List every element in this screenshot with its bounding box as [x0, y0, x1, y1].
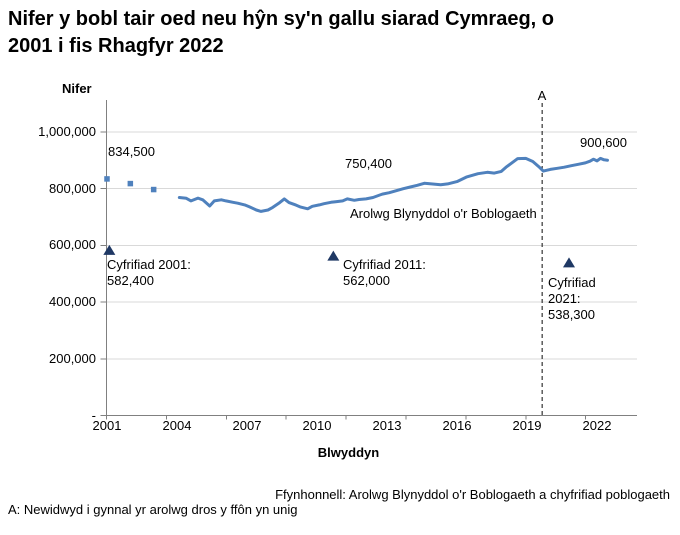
x-tick-label-2004: 2004	[162, 418, 192, 433]
x-axis-title: Blwyddyn	[317, 445, 380, 460]
aps-series-label: Arolwg Blynyddol o'r Boblogaeth	[350, 206, 537, 221]
y-tick-label-0: 1,000,000	[38, 124, 96, 139]
x-tick-label-2019: 2019	[512, 418, 542, 433]
annotation-mid-aps-value: 750,400	[345, 156, 392, 171]
axes	[100, 100, 637, 420]
y-axis-title: Nifer	[62, 81, 92, 96]
page-title-line2: 2001 i fis Rhagfyr 2022	[8, 35, 224, 57]
census-2001-label: Cyfrifiad 2001: 582,400	[107, 257, 191, 288]
census-2011-label: Cyfrifiad 2011: 562,000	[343, 257, 426, 288]
x-tick-label-2016: 2016	[442, 418, 472, 433]
page-title: Nifer y bobl tair oed neu hŷn sy'n gallu…	[8, 6, 663, 60]
census-2021-label: Cyfrifiad 2021: 538,300	[548, 275, 596, 322]
annotation-last-aps-value: 900,600	[580, 135, 627, 150]
x-tick-label-2013: 2013	[372, 418, 402, 433]
y-tick-label-5: -	[91, 407, 96, 423]
aps-line-series	[177, 156, 609, 213]
y-tick-label-4: 200,000	[49, 350, 96, 366]
x-tick-label-2007: 2007	[232, 418, 262, 433]
y-tick-label-1: 800,000	[49, 180, 96, 196]
footnote-a: A: Newidwyd i gynnal yr arolwg dros y ff…	[8, 502, 298, 517]
early-year-markers	[104, 176, 157, 193]
x-tick-label-2010: 2010	[302, 418, 332, 433]
x-tick-label-2022: 2022	[582, 418, 612, 433]
x-tick-label-2001: 2001	[92, 418, 122, 433]
gridlines	[106, 131, 637, 360]
source-note: Ffynhonnell: Arolwg Blynyddol o'r Boblog…	[275, 487, 670, 502]
y-tick-label-2: 600,000	[49, 237, 96, 253]
y-tick-label-3: 400,000	[49, 294, 96, 310]
annotation-first-aps-value: 834,500	[108, 144, 155, 159]
page-title-line1: Nifer y bobl tair oed neu hŷn sy'n gallu…	[8, 8, 554, 30]
census-markers	[103, 244, 575, 268]
event-line-label: A	[537, 88, 547, 103]
